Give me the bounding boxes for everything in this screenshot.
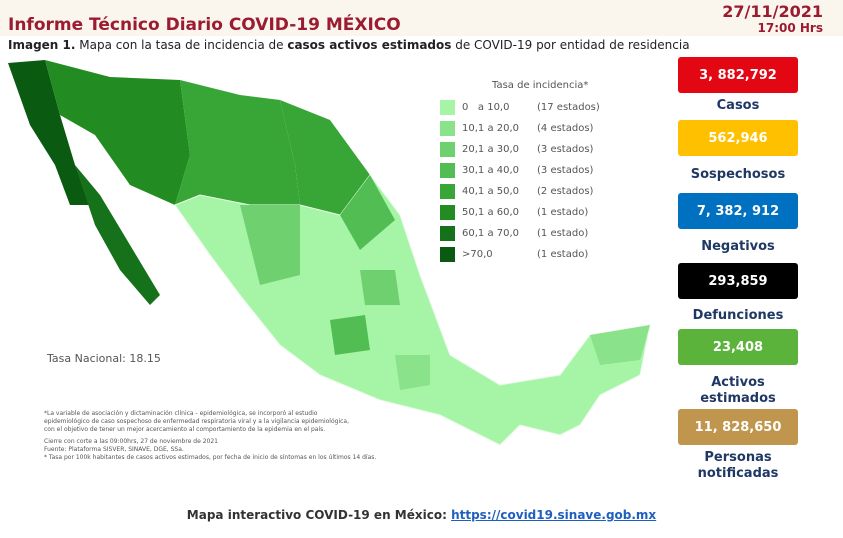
footer-text: Mapa interactivo COVID-19 en México: (186, 508, 447, 522)
legend-range: 10,1 a 20,0 (462, 123, 520, 134)
legend-count: (4 estados) (537, 123, 594, 134)
state (75, 165, 160, 305)
note-line: * Tasa por 100k habitantes de casos acti… (44, 454, 377, 461)
legend-swatch (440, 121, 455, 136)
legend-count: (3 estados) (537, 144, 594, 155)
stat-value: 7, 382, 912 (678, 193, 798, 229)
legend-range: 20,1 a 30,0 (462, 144, 520, 155)
time: 17:00 Hrs (757, 21, 823, 35)
state (395, 355, 430, 390)
state (8, 60, 90, 205)
legend-swatch (440, 205, 455, 220)
legend-range: 50,1 a 60,0 (462, 207, 520, 218)
state (590, 325, 650, 365)
footer: Mapa interactivo COVID-19 en México: htt… (0, 508, 843, 522)
stat-label: Defunciones (692, 308, 784, 323)
stat-label: Casos (716, 98, 760, 113)
state (240, 205, 300, 285)
subtitle: Imagen 1. Mapa con la tasa de incidencia… (8, 38, 690, 52)
stat-value: 562,946 (678, 120, 798, 156)
legend-title: Tasa de incidencia* (492, 80, 589, 91)
legend-swatch (440, 184, 455, 199)
stat-value: 11, 828,650 (678, 409, 798, 445)
legend-swatch (440, 100, 455, 115)
note-line: epidemiológico de caso sospechoso de enf… (44, 418, 350, 425)
stat-label: Negativos (701, 239, 775, 254)
stat-value: 23,408 (678, 329, 798, 365)
stat-label: Personas notificadas (697, 450, 779, 481)
state (280, 100, 370, 215)
state (360, 270, 400, 305)
subtitle-part: de COVID-19 por entidad de residencia (455, 38, 690, 52)
national-rate: Tasa Nacional: 18.15 (47, 352, 161, 365)
legend-swatch (440, 226, 455, 241)
note-line: con el objetivo de tener un mejor acerca… (44, 426, 326, 433)
note-line: *La variable de asociación y dictaminaci… (44, 410, 318, 417)
state (340, 175, 395, 250)
title: Informe Técnico Diario COVID-19 MÉXICO (8, 15, 401, 35)
legend-range: 40,1 a 50,0 (462, 186, 520, 197)
legend-swatch (440, 142, 455, 157)
state (330, 315, 370, 355)
legend-swatch (440, 247, 455, 262)
legend-count: (3 estados) (537, 165, 594, 176)
legend-range: 30,1 a 40,0 (462, 165, 520, 176)
state (175, 80, 300, 205)
notes: *La variable de asociación y dictaminaci… (44, 410, 376, 462)
note-line: Fuente: Plataforma SISVER, SINAVE, DGE, … (44, 446, 184, 453)
stat-value: 293,859 (678, 263, 798, 299)
legend-range: >70,0 (462, 249, 493, 260)
stat-value: 3, 882,792 (678, 57, 798, 93)
legend-count: (1 estado) (537, 207, 589, 218)
footer-link[interactable]: https://covid19.sinave.gob.mx (451, 508, 657, 522)
legend-range: 0 a 10,0 (462, 102, 510, 113)
stat-label: Sospechosos (690, 167, 786, 182)
date: 27/11/2021 (722, 2, 823, 21)
stat-label: Activos estimados (700, 375, 776, 406)
subtitle-part: casos activos estimados (287, 38, 452, 52)
legend-count: (2 estados) (537, 186, 594, 197)
legend-count: (1 estado) (537, 249, 589, 260)
header-band (0, 0, 843, 36)
legend-count: (17 estados) (537, 102, 600, 113)
legend-range: 60,1 a 70,0 (462, 228, 520, 239)
legend-count: (1 estado) (537, 228, 589, 239)
state (45, 60, 190, 205)
subtitle-part: Mapa con la tasa de incidencia de (79, 38, 284, 52)
note-line: Cierre con corte a las 09:00hrs, 27 de n… (44, 438, 218, 445)
map (8, 60, 651, 446)
subtitle-part: Imagen 1. (8, 38, 76, 52)
legend-swatch (440, 163, 455, 178)
